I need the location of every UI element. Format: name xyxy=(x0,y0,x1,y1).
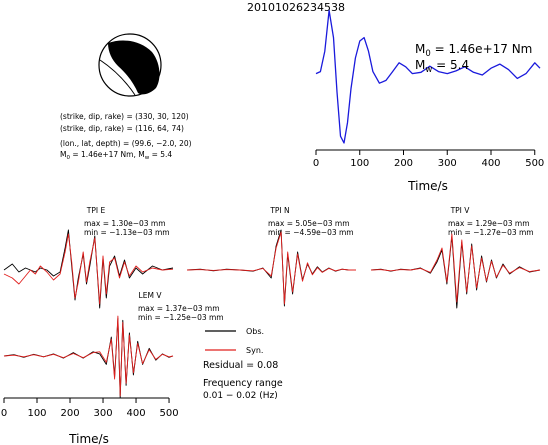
legend-obs-label: Obs. xyxy=(246,327,264,336)
synthetic-trace-tpi-v xyxy=(370,233,541,303)
waveform-time-axis: 0 100 200 300 400 500 Time/s xyxy=(1,397,179,445)
station-max: max = 1.37e−03 mm xyxy=(138,304,220,313)
stf-moment-label: M0 = 1.46e+17 Nm xyxy=(415,42,532,59)
waveform-tick-label: 0 xyxy=(1,408,7,419)
station-min: min = −1.13e−03 mm xyxy=(84,228,170,237)
stf-curve xyxy=(315,9,541,144)
legend: Obs. Syn. Residual = 0.08 Frequency rang… xyxy=(203,327,283,401)
station-label: TPI V xyxy=(450,206,471,215)
waveform-tick-label: 300 xyxy=(93,408,112,419)
waveform-tick-label: 200 xyxy=(60,408,79,419)
observed-trace-tpi-n xyxy=(186,229,356,307)
station-max: max = 1.29e−03 mm xyxy=(448,219,530,228)
stf-x-ticks: 0 100 200 300 400 500 xyxy=(313,150,544,169)
beachball-nodal-line xyxy=(99,59,136,96)
station-min: min = −1.27e−03 mm xyxy=(448,228,534,237)
waveform-x-axis-label: Time/s xyxy=(68,432,109,445)
legend-frequency-title: Frequency range xyxy=(203,378,283,389)
station-min: min = −1.25e−03 mm xyxy=(138,313,224,322)
mechanism-location: (lon., lat, depth) = (99.6, −2.0, 20) xyxy=(60,139,192,148)
stf-tick-label: 500 xyxy=(525,158,544,169)
station-label: TPI E xyxy=(86,206,106,215)
stf-x-axis-label: Time/s xyxy=(407,179,448,193)
observed-trace-lem-v xyxy=(3,317,174,399)
beachball-compressional-quadrant xyxy=(108,40,160,95)
mechanism-nodal-plane-2: (strike, dip, rake) = (116, 64, 74) xyxy=(60,124,184,133)
stf-tick-label: 400 xyxy=(481,158,500,169)
synthetic-trace-tpi-e xyxy=(3,233,174,305)
stf-tick-label: 300 xyxy=(438,158,457,169)
legend-frequency-value: 0.01 − 0.02 (Hz) xyxy=(203,391,278,401)
waveform-tick-label: 100 xyxy=(27,408,46,419)
figure-title: 20101026234538 xyxy=(247,1,345,14)
source-time-function-plot: 0 100 200 300 400 500 M0 = 1.46e+17 Nm Mw = 5… xyxy=(313,9,544,193)
synthetic-trace-lem-v xyxy=(3,315,174,397)
station-label: TPI N xyxy=(269,206,289,215)
station-min: min = −4.59e−03 mm xyxy=(268,228,354,237)
stf-magnitude-label: Mw = 5.4 xyxy=(415,58,469,75)
stf-tick-label: 0 xyxy=(313,158,319,169)
station-label: LEM V xyxy=(139,291,163,300)
stf-tick-label: 200 xyxy=(394,158,413,169)
stf-tick-label: 100 xyxy=(350,158,369,169)
mechanism-nodal-plane-1: (strike, dip, rake) = (330, 30, 120) xyxy=(60,112,189,121)
station-max: max = 5.05e−03 mm xyxy=(268,219,350,228)
observed-trace-tpi-v xyxy=(370,235,541,309)
waveform-x-ticks: 0 100 200 300 400 500 xyxy=(1,398,179,419)
beachball-icon xyxy=(98,33,162,97)
synthetic-trace-tpi-n xyxy=(186,231,356,305)
legend-syn-label: Syn. xyxy=(246,346,263,355)
waveform-tick-label: 500 xyxy=(159,408,178,419)
mechanism-moment: M0 = 1.46e+17 Nm, Mw = 5.4 xyxy=(60,150,172,161)
waveform-tick-label: 400 xyxy=(126,408,145,419)
legend-residual: Residual = 0.08 xyxy=(203,360,278,371)
station-max: max = 1.30e−03 mm xyxy=(84,219,166,228)
